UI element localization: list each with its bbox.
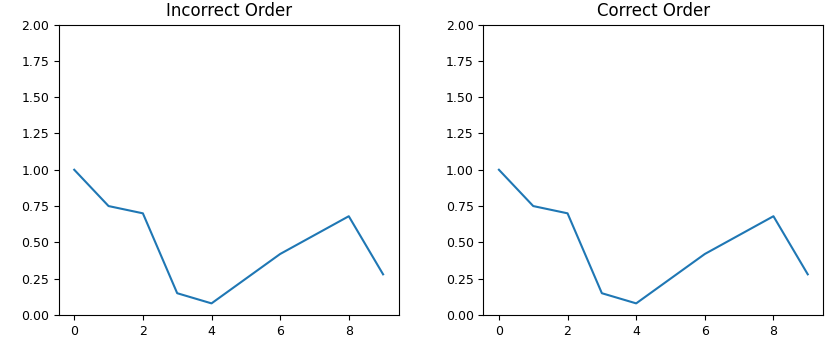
Title: Correct Order: Correct Order [596,2,710,20]
Title: Incorrect Order: Incorrect Order [165,2,291,20]
